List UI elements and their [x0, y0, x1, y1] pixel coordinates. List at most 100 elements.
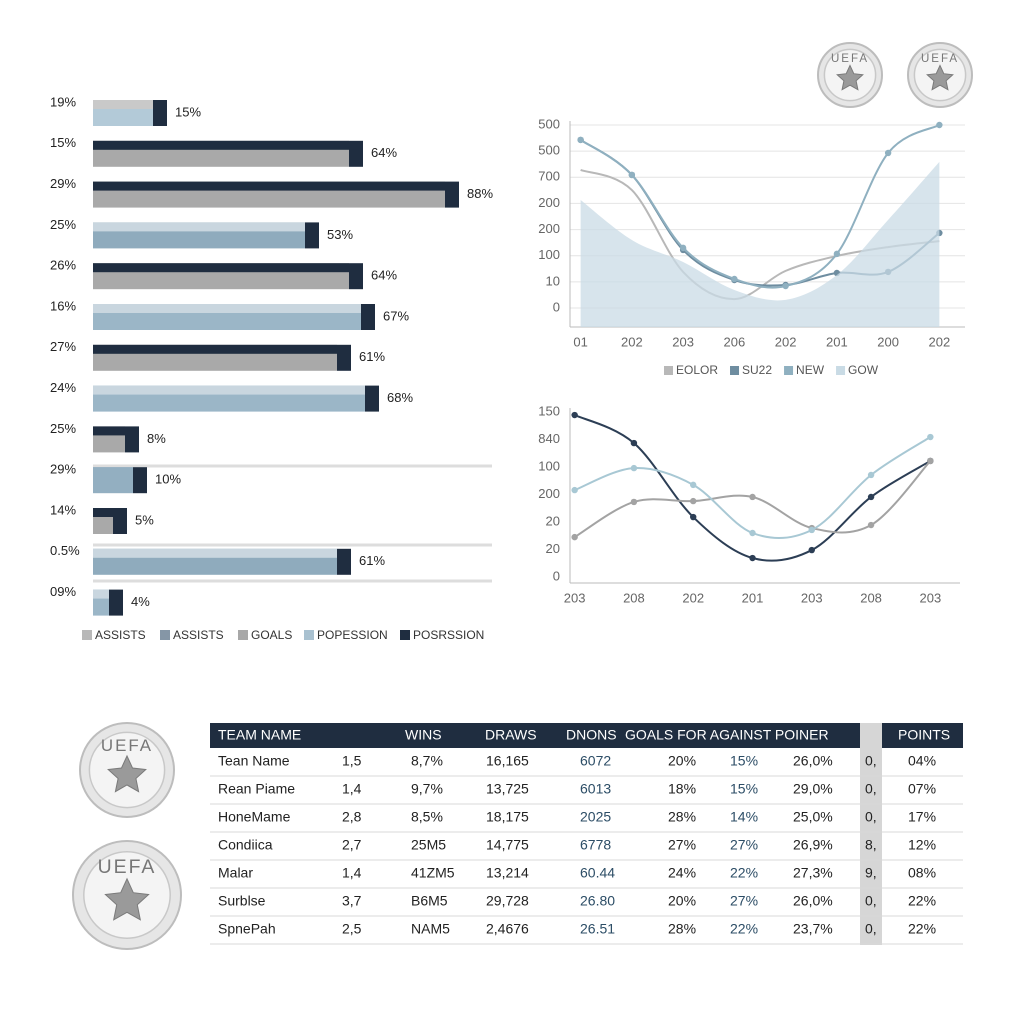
table-cell: 17%: [908, 809, 936, 825]
legend-swatch: [304, 630, 314, 640]
bar-top: [93, 222, 305, 232]
table-cell: 28%: [668, 921, 696, 937]
y-tick-label: 100: [538, 247, 560, 262]
point: [927, 457, 934, 465]
table-cell: 25M5: [411, 837, 446, 853]
table-cell: NAM5: [411, 921, 450, 937]
table-header-bg: [210, 723, 963, 748]
legend-swatch: [730, 366, 740, 375]
y-tick-label: 840: [538, 431, 560, 446]
bar-cap: [365, 385, 379, 412]
point: [808, 526, 815, 534]
table-cell: 18,175: [486, 809, 529, 825]
point: [749, 493, 756, 501]
bar-cap: [445, 181, 459, 208]
logo-text: UEFA: [98, 856, 157, 878]
table-cell: 2,7: [342, 837, 362, 853]
table-cell: 1,4: [342, 781, 362, 797]
point: [577, 136, 584, 144]
row-label: 19%: [50, 94, 76, 109]
table-cell: 14,775: [486, 837, 529, 853]
logo-text: UEFA: [921, 53, 959, 65]
table-cell: 6013: [580, 781, 611, 797]
bar-top: [93, 589, 109, 599]
point: [749, 554, 756, 562]
table-header-cell: WINS: [405, 727, 442, 743]
table-cell: 0,: [865, 921, 877, 937]
table-header-cell: TEAM NAME: [218, 727, 301, 743]
table-cell: 6072: [580, 753, 611, 769]
point: [690, 481, 697, 489]
y-tick-label: 500: [538, 116, 560, 131]
row-label: 24%: [50, 380, 76, 395]
table-header-cell: DNONS: [566, 727, 617, 743]
table-cell: 9,7%: [411, 781, 443, 797]
row-label: 25%: [50, 421, 76, 436]
bar-value-label: 61%: [359, 553, 385, 568]
table-cell: 6778: [580, 837, 611, 853]
bar-top: [93, 385, 365, 395]
table-cell: 26,0%: [793, 893, 833, 909]
table-cell: 3,7: [342, 893, 362, 909]
y-tick-label: 100: [538, 458, 560, 473]
x-tick-label: 201: [826, 334, 848, 349]
bar-value-label: 64%: [371, 145, 397, 160]
table-cell: Condiica: [218, 837, 273, 853]
legend-swatch: [784, 366, 794, 375]
bar-value-label: 64%: [371, 268, 397, 283]
line: [580, 124, 940, 289]
y-tick-label: 200: [538, 221, 560, 236]
table-header-cell: DRAWS: [485, 727, 537, 743]
table-cell: 2,5: [342, 921, 362, 937]
uefa-logo: UEFA: [907, 42, 973, 108]
table-cell: 24%: [668, 865, 696, 881]
bar-top: [93, 100, 153, 109]
table-cell: 8,: [865, 837, 877, 853]
table-cell: 04%: [908, 753, 936, 769]
row-label: 25%: [50, 217, 76, 232]
bar-top: [93, 467, 133, 477]
table-cell: 27,3%: [793, 865, 833, 881]
bar-value-label: 10%: [155, 472, 181, 487]
legend-label: EOLOR: [676, 363, 718, 377]
legend-swatch: [836, 366, 846, 375]
y-tick-label: 20: [546, 541, 560, 556]
legend-swatch: [82, 630, 92, 640]
table-cell: 20%: [668, 753, 696, 769]
table-cell: Rean Piame: [218, 781, 295, 797]
y-tick-label: 10: [546, 273, 560, 288]
table-cell: 1,4: [342, 865, 362, 881]
table-cell: 26.80: [580, 893, 615, 909]
table-cell: SpnePah: [218, 921, 276, 937]
row-label: 0.5%: [50, 543, 80, 558]
point: [571, 486, 578, 494]
point: [936, 121, 943, 129]
x-tick-label: 203: [564, 590, 586, 605]
point: [731, 275, 738, 283]
bar-top: [93, 426, 125, 436]
y-tick-label: 150: [538, 403, 560, 418]
legend-swatch: [400, 630, 410, 640]
bar-cap: [153, 100, 167, 126]
uefa-logo: UEFA: [79, 722, 175, 818]
bar-top: [93, 181, 445, 191]
table-cell: 0,: [865, 893, 877, 909]
legend-label: POPESSION: [317, 628, 388, 642]
table-cell: 1,5: [342, 753, 362, 769]
bar-cap: [337, 548, 351, 575]
x-tick-label: 202: [775, 334, 797, 349]
area: [580, 161, 940, 327]
table-cell: 07%: [908, 781, 936, 797]
table-cell: 0,: [865, 781, 877, 797]
logo-star: [836, 64, 864, 91]
legend-label: GOW: [848, 363, 879, 377]
table-cell: 22%: [730, 921, 758, 937]
y-tick-label: 500: [538, 143, 560, 158]
table-cell: B6M5: [411, 893, 448, 909]
table-cell: 26,0%: [793, 753, 833, 769]
legend-label: NEW: [796, 363, 825, 377]
x-tick-label: 202: [929, 334, 951, 349]
x-tick-label: 202: [621, 334, 643, 349]
legend-label: ASSISTS: [173, 628, 224, 642]
